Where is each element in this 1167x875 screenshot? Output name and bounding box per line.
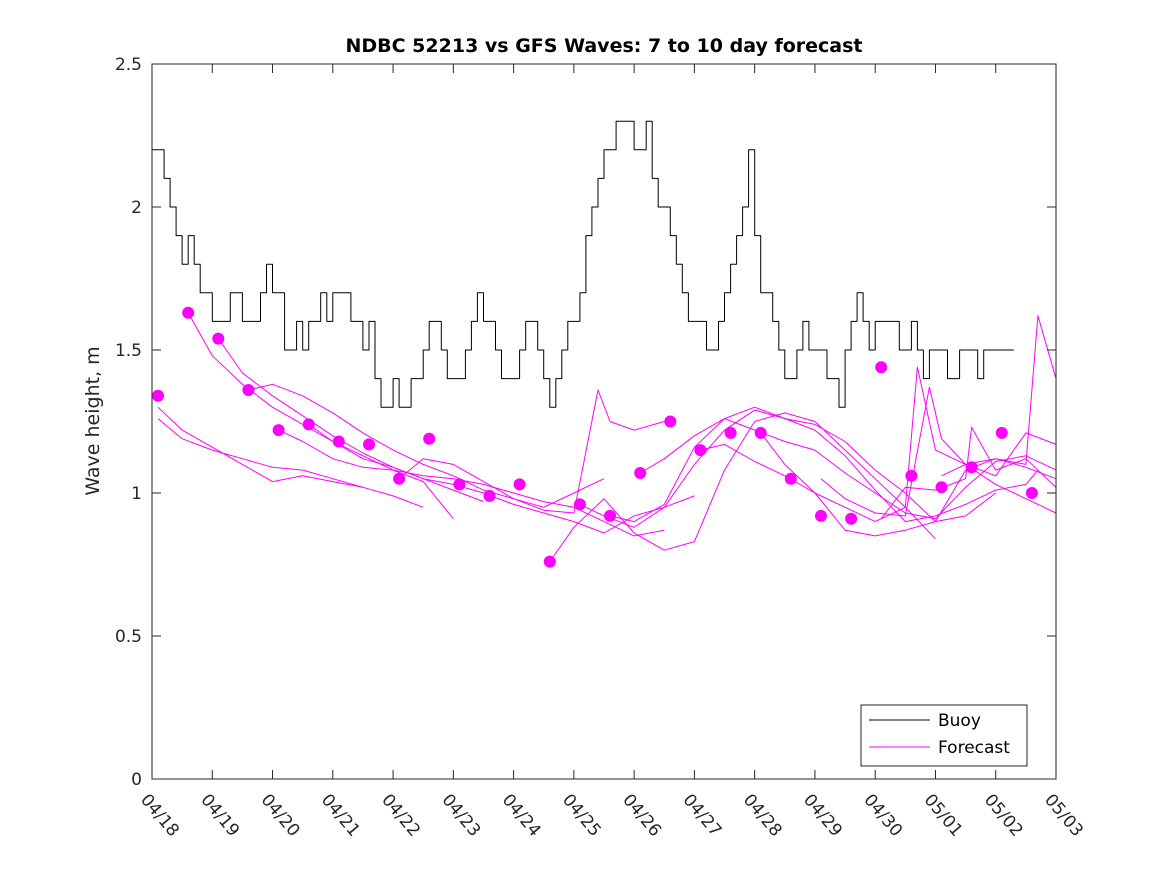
y-tick-label: 0.5 [115, 627, 142, 647]
forecast-marker-22 [815, 509, 827, 522]
y-tick-label: 1.5 [115, 341, 142, 361]
forecast-line-4 [187, 312, 454, 520]
forecast-line-10 [549, 412, 936, 562]
chart-title: NDBC 52213 vs GFS Waves: 7 to 10 day for… [345, 35, 862, 57]
legend-label-buoy: Buoy [938, 711, 981, 731]
forecast-line-13 [639, 418, 1057, 520]
legend-label-forecast: Forecast [938, 738, 1010, 758]
forecast-marker-9 [423, 432, 436, 445]
forecast-line-12 [609, 406, 1039, 523]
series-layer [152, 120, 1057, 568]
forecast-marker-29 [1025, 487, 1038, 499]
forecast-marker-17 [664, 415, 677, 428]
forecast-marker-12 [513, 478, 526, 491]
forecast-line-6 [248, 383, 605, 508]
buoy-line [152, 120, 1014, 408]
forecast-marker-0 [152, 389, 164, 402]
legend: Buoy Forecast [860, 704, 1028, 767]
forecast-line-16 [820, 386, 1057, 517]
y-tick-label: 2.5 [115, 55, 142, 75]
forecast-line-9 [398, 389, 665, 514]
forecast-line-7 [278, 429, 665, 537]
forecast-line-2 [157, 406, 363, 488]
forecast-marker-23 [845, 512, 858, 525]
forecast-line-5 [217, 338, 484, 503]
forecast-marker-7 [363, 438, 375, 451]
y-axis-label: Wave height, m [82, 346, 104, 495]
forecast-marker-28 [995, 426, 1008, 439]
axes-frame [151, 63, 1057, 780]
y-tick-label: 1 [131, 484, 142, 504]
forecast-line-8 [308, 423, 695, 534]
forecast-line-17 [880, 426, 1057, 520]
forecast-marker-24 [875, 361, 888, 374]
forecast-line-3 [157, 418, 424, 508]
forecast-marker-19 [724, 426, 737, 439]
forecast-marker-6 [332, 435, 345, 448]
y-tick-label: 2 [131, 198, 142, 218]
plot-area [152, 64, 1056, 779]
y-tick-label: 0 [131, 770, 142, 790]
forecast-line-18 [941, 432, 1057, 477]
legend-box [860, 704, 1028, 767]
